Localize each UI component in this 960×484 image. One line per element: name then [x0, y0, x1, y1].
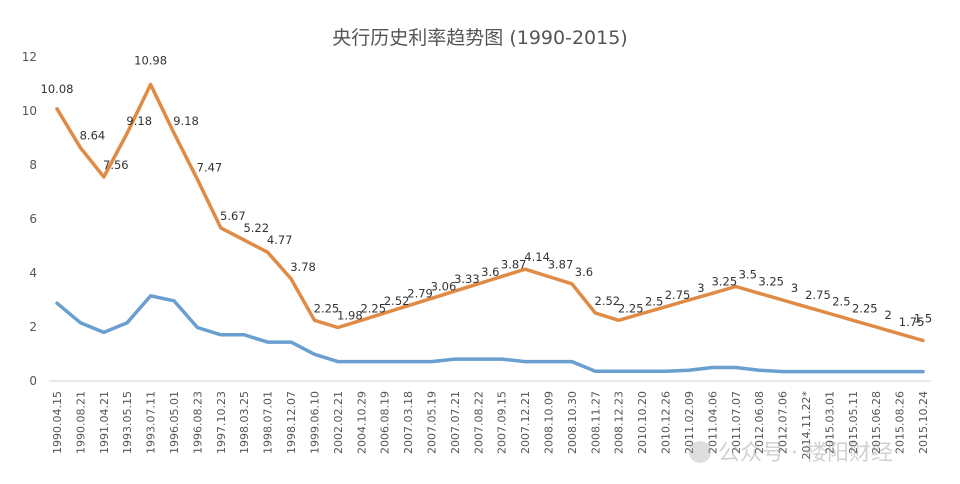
data-label: 2 — [885, 308, 892, 322]
data-label: 2.52 — [384, 294, 410, 308]
data-label: 3.06 — [431, 279, 457, 293]
x-tick-label: 2007.03.18 — [402, 391, 415, 454]
data-label: 5.22 — [243, 221, 269, 235]
x-tick-label: 2007.08.22 — [472, 391, 485, 454]
x-tick-label: 1996.08.23 — [191, 391, 204, 454]
data-label: 3 — [791, 281, 798, 295]
data-label: 3 — [697, 281, 704, 295]
watermark-text: 公众号 · 楼阳财经 — [718, 441, 893, 466]
x-tick-label: 2014.11.22* — [800, 391, 813, 460]
data-label: 4.77 — [267, 233, 293, 247]
data-label: 3.6 — [481, 265, 499, 279]
x-tick-label: 1998.12.07 — [285, 391, 298, 454]
data-label: 8.64 — [80, 129, 106, 143]
series-lines — [55, 82, 925, 374]
data-label: 3.25 — [758, 274, 784, 288]
x-tick-label: 2015.10.24 — [917, 391, 930, 454]
y-tick-label: 2 — [29, 320, 37, 334]
x-tick-label: 1993.05.15 — [121, 391, 134, 454]
y-tick-label: 6 — [29, 212, 37, 226]
x-tick-label: 2015.03.01 — [823, 391, 836, 454]
data-label: 2.25 — [852, 301, 878, 315]
x-tick-label: 2002.02.21 — [332, 391, 345, 454]
x-tick-label: 2006.08.19 — [379, 391, 392, 454]
data-label: 1.75 — [899, 315, 925, 329]
x-tick-label: 2008.12.23 — [613, 391, 626, 454]
data-label: 2.25 — [360, 301, 386, 315]
x-tick-label: 1998.03.25 — [238, 391, 251, 454]
x-tick-label: 2011.02.09 — [683, 391, 696, 454]
series-line-0 — [55, 82, 925, 343]
data-label: 2.79 — [407, 287, 433, 301]
y-tick-label: 12 — [22, 50, 37, 64]
data-label: 1.98 — [337, 309, 363, 323]
y-tick-label: 0 — [29, 374, 37, 388]
data-label: 2.75 — [665, 288, 691, 302]
data-label: 9.18 — [126, 114, 152, 128]
watermark: 公众号 · 楼阳财经 — [689, 441, 893, 466]
x-tick-label: 1997.10.23 — [215, 391, 228, 454]
x-tick-label: 2015.06.28 — [870, 391, 883, 454]
data-label: 2.5 — [832, 295, 850, 309]
y-axis: 0 2 4 6 8 10 12 — [22, 50, 37, 388]
data-label: 3.78 — [290, 260, 316, 274]
x-tick-label: 2004.10.29 — [355, 391, 368, 454]
x-tick-label: 1999.06.10 — [308, 391, 321, 454]
x-tick-label: 2008.10.30 — [566, 391, 579, 454]
x-tick-label: 2012.07.06 — [777, 391, 790, 454]
data-label: 7.47 — [197, 160, 223, 174]
x-tick-label: 2008.11.27 — [589, 391, 602, 454]
data-label: 2.52 — [595, 294, 621, 308]
x-tick-label: 1991.04.21 — [98, 391, 111, 454]
x-tick-label: 1990.04.15 — [51, 391, 64, 454]
x-tick-label: 2011.04.06 — [706, 391, 719, 454]
data-label: 4.14 — [524, 250, 550, 264]
x-tick-label: 2011.07.07 — [730, 391, 743, 454]
x-tick-label: 2010.12.26 — [660, 391, 673, 454]
data-label: 7.56 — [103, 158, 129, 172]
wechat-icon — [689, 441, 711, 463]
x-tick-label: 2007.07.21 — [449, 391, 462, 454]
data-label: 3.5 — [739, 268, 757, 282]
data-label: 3.25 — [712, 274, 738, 288]
y-tick-label: 10 — [22, 104, 37, 118]
x-tick-label: 1993.07.11 — [145, 391, 158, 454]
data-labels: 10.088.647.569.1810.989.187.475.675.224.… — [41, 54, 933, 329]
data-label: 9.18 — [173, 114, 199, 128]
series-line-1 — [55, 294, 925, 374]
y-tick-label: 4 — [29, 266, 37, 280]
data-label: 5.67 — [220, 209, 246, 223]
data-label: 3.6 — [575, 265, 593, 279]
x-tick-label: 2010.10.20 — [636, 391, 649, 454]
x-tick-label: 2008.10.09 — [543, 391, 556, 454]
data-label: 3.87 — [548, 258, 574, 272]
x-tick-label: 2015.08.26 — [894, 391, 907, 454]
x-tick-label: 2007.05.19 — [425, 391, 438, 454]
y-tick-label: 8 — [29, 158, 37, 172]
x-axis: 1990.04.15 1990.08.21 1991.04.21 1993.05.15… — [51, 391, 930, 460]
x-tick-label: 1998.07.01 — [262, 391, 275, 454]
data-label: 3.33 — [454, 272, 480, 286]
data-label: 2.5 — [645, 295, 663, 309]
chart-title: 央行历史利率趋势图 (1990-2015) — [332, 27, 627, 49]
x-tick-label: 1990.08.21 — [74, 391, 87, 454]
x-tick-label: 2007.12.21 — [519, 391, 532, 454]
data-label: 2.25 — [314, 301, 340, 315]
x-tick-label: 2012.06.08 — [753, 391, 766, 454]
data-label: 2.75 — [805, 288, 831, 302]
data-label: 10.98 — [134, 54, 167, 68]
x-tick-label: 2015.05.11 — [847, 391, 860, 454]
data-label: 1.5 — [914, 312, 932, 326]
x-tick-label: 2007.09.15 — [496, 391, 509, 454]
data-label: 10.08 — [41, 82, 74, 96]
x-tick-label: 1996.05.01 — [168, 391, 181, 454]
data-label: 3.87 — [501, 258, 527, 272]
data-label: 2.25 — [618, 301, 644, 315]
